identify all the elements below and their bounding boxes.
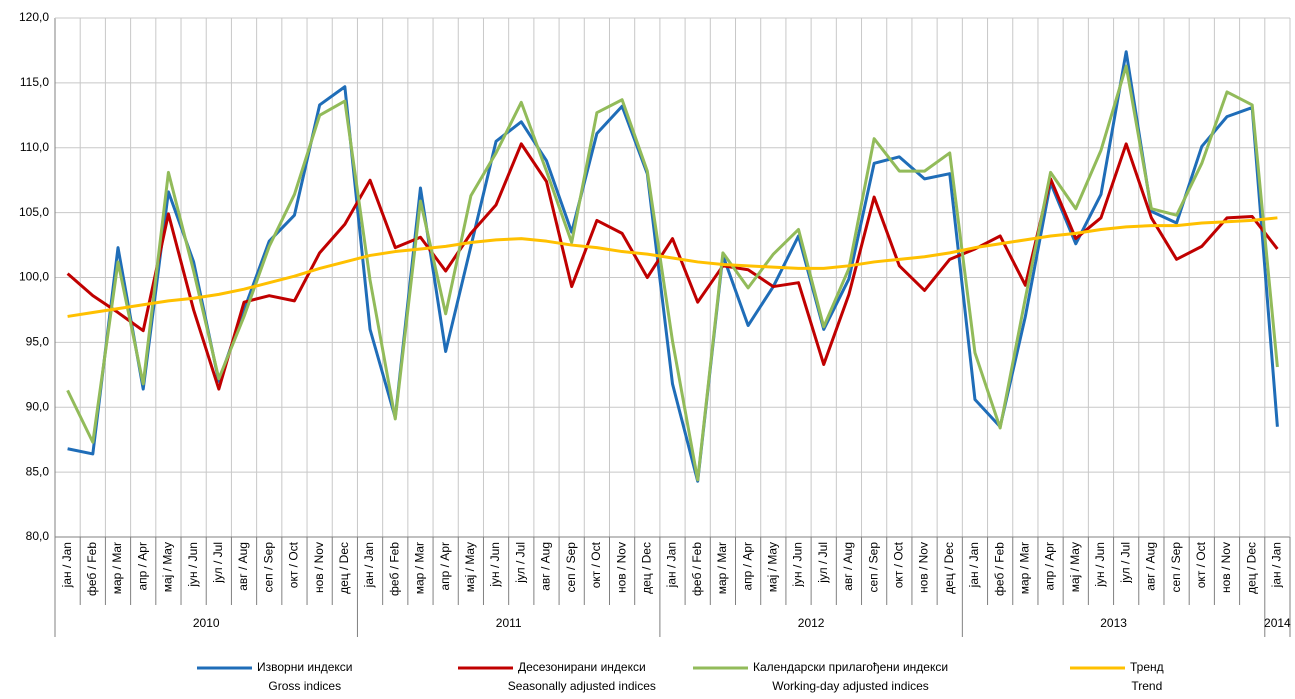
x-tick-label: апр / Apr	[1043, 542, 1057, 591]
x-tick-label: јул / Jul	[513, 542, 527, 584]
x-tick-label: дец / Dec	[942, 542, 956, 594]
x-tick-label: феб / Feb	[85, 542, 99, 596]
x-tick-label: јан / Jan	[362, 542, 376, 588]
y-tick-label: 85,0	[26, 464, 50, 478]
x-tick-label: окт / Oct	[1194, 541, 1208, 588]
x-tick-label: дец / Dec	[1244, 542, 1258, 594]
x-tick-label: нов / Nov	[312, 542, 326, 593]
series-line	[66, 64, 1279, 482]
year-label: 2012	[798, 616, 825, 630]
x-tick-label: окт / Oct	[589, 541, 603, 588]
x-tick-label: мар / Mar	[715, 542, 729, 594]
y-tick-label: 95,0	[26, 335, 50, 349]
x-tick-label: окт / Oct	[287, 541, 301, 588]
x-tick-label: сеп / Sep	[261, 542, 275, 593]
y-tick-label: 80,0	[26, 529, 50, 543]
x-tick-label: авг / Aug	[841, 542, 855, 591]
x-tick-label: јан / Jan	[1270, 542, 1284, 588]
x-tick-label: сеп / Sep	[1169, 542, 1183, 593]
y-tick-label: 110,0	[20, 140, 49, 154]
x-tick-label: јан / Jan	[665, 542, 679, 588]
legend-label-en: Trend	[1131, 679, 1162, 693]
x-tick-label: апр / Apr	[740, 542, 754, 591]
legend-label-en: Seasonally adjusted indices	[508, 679, 656, 693]
x-tick-label: јун / Jun	[1093, 542, 1107, 588]
x-tick-label: дец / Dec	[639, 542, 653, 594]
series-line	[67, 50, 1279, 483]
y-tick-label: 100,0	[19, 270, 49, 284]
x-tick-label: авг / Aug	[1144, 542, 1158, 591]
x-tick-label: апр / Apr	[438, 542, 452, 591]
series-line	[66, 142, 1279, 391]
series-line	[67, 216, 1278, 318]
x-tick-label: јул / Jul	[211, 542, 225, 584]
x-tick-label: нов / Nov	[1219, 542, 1233, 593]
x-tick-label: јан / Jan	[60, 542, 74, 588]
y-tick-label: 120,0	[19, 10, 49, 24]
x-tick-label: јун / Jun	[186, 542, 200, 588]
x-tick-label: окт / Oct	[892, 541, 906, 588]
legend-label-en: Gross indices	[268, 679, 341, 693]
year-label: 2010	[193, 616, 220, 630]
legend-label: Десезонирани индекси	[518, 660, 646, 674]
x-tick-label: мај / May	[765, 542, 779, 592]
legend-label: Тренд	[1130, 660, 1164, 674]
x-tick-label: мај / May	[1068, 542, 1082, 592]
x-tick-label: нов / Nov	[917, 542, 931, 593]
x-tick-label: мај / May	[161, 542, 175, 592]
x-tick-label: феб / Feb	[690, 542, 704, 596]
x-tick-label: нов / Nov	[614, 542, 628, 593]
legend-label: Изворни индекси	[257, 660, 352, 674]
year-label: 2013	[1100, 616, 1127, 630]
legend-label: Календарски прилагођени индекси	[753, 660, 948, 674]
x-tick-label: феб / Feb	[992, 542, 1006, 596]
x-tick-label: авг / Aug	[539, 542, 553, 591]
x-tick-label: јун / Jun	[488, 542, 502, 588]
x-tick-label: дец / Dec	[337, 542, 351, 594]
x-tick-label: мар / Mar	[413, 542, 427, 594]
x-tick-label: сеп / Sep	[564, 542, 578, 593]
x-tick-label: мај / May	[463, 542, 477, 592]
x-tick-label: сеп / Sep	[866, 542, 880, 593]
x-tick-label: апр / Apr	[135, 542, 149, 591]
x-tick-label: јул / Jul	[816, 542, 830, 584]
x-tick-label: јан / Jan	[967, 542, 981, 588]
x-tick-label: јун / Jun	[791, 542, 805, 588]
y-tick-label: 105,0	[19, 205, 49, 219]
x-tick-label: феб / Feb	[387, 542, 401, 596]
x-tick-label: мар / Mar	[110, 542, 124, 594]
legend-label-en: Working-day adjusted indices	[772, 679, 929, 693]
x-tick-label: јул / Jul	[1118, 542, 1132, 584]
y-tick-label: 115,0	[20, 75, 49, 89]
y-tick-label: 90,0	[26, 399, 50, 413]
year-label: 2011	[496, 616, 522, 630]
year-label: 2014	[1264, 616, 1291, 630]
x-tick-label: мар / Mar	[1018, 542, 1032, 594]
x-tick-label: авг / Aug	[236, 542, 250, 591]
